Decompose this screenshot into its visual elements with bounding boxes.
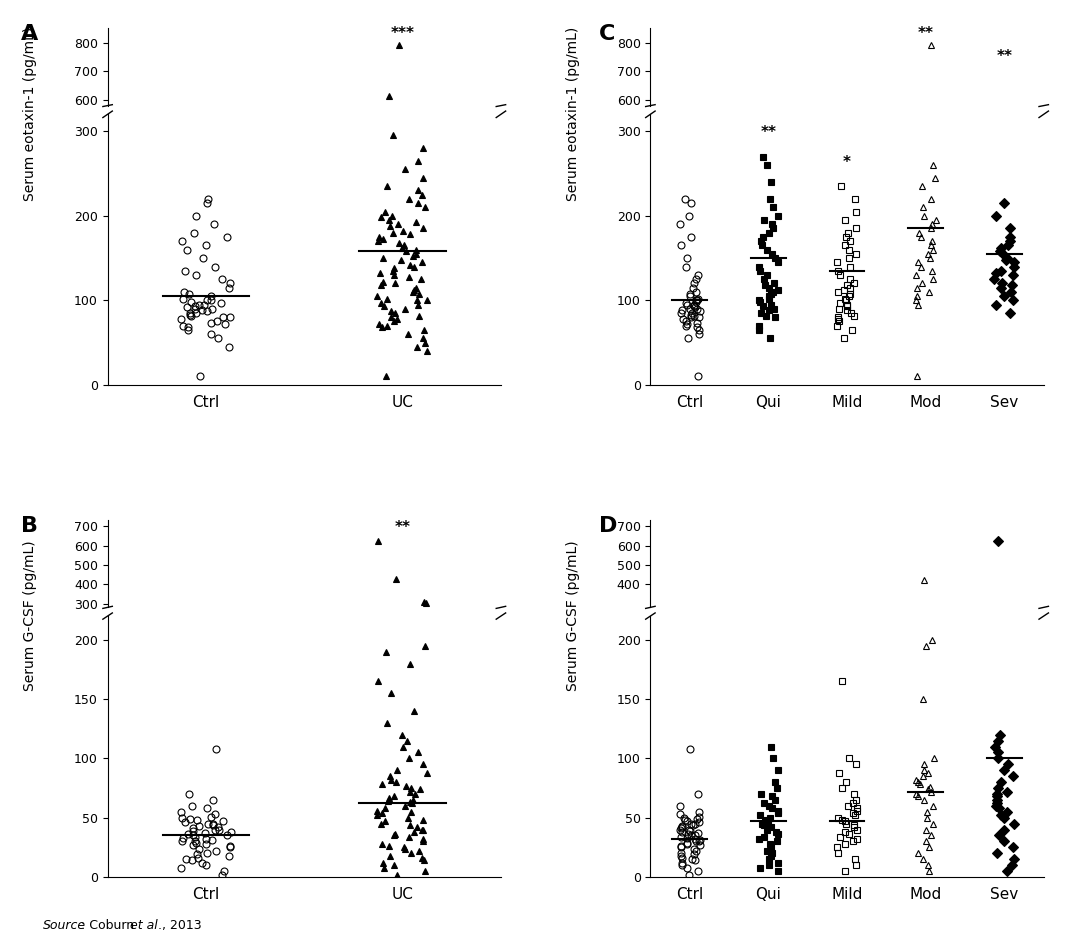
Text: D: D — [599, 516, 618, 536]
Y-axis label: Serum G-CSF (pg/mL): Serum G-CSF (pg/mL) — [23, 540, 37, 691]
Text: ***: *** — [391, 25, 414, 41]
Text: **: ** — [996, 49, 1013, 64]
Y-axis label: Serum G-CSF (pg/mL): Serum G-CSF (pg/mL) — [566, 540, 580, 691]
Text: ., 2013: ., 2013 — [158, 918, 202, 932]
Text: *: * — [844, 155, 851, 170]
Text: Source: Source — [43, 918, 86, 932]
Text: **: ** — [395, 521, 411, 536]
Text: **: ** — [918, 25, 934, 41]
Text: : Coburn: : Coburn — [81, 918, 138, 932]
Text: B: B — [22, 516, 38, 536]
Y-axis label: Serum eotaxin-1 (pg/mL): Serum eotaxin-1 (pg/mL) — [23, 27, 37, 202]
Text: et al: et al — [130, 918, 158, 932]
Text: A: A — [22, 25, 39, 44]
Text: C: C — [599, 25, 615, 44]
Text: **: ** — [761, 125, 777, 141]
Y-axis label: Serum eotaxin-1 (pg/mL): Serum eotaxin-1 (pg/mL) — [566, 27, 580, 202]
